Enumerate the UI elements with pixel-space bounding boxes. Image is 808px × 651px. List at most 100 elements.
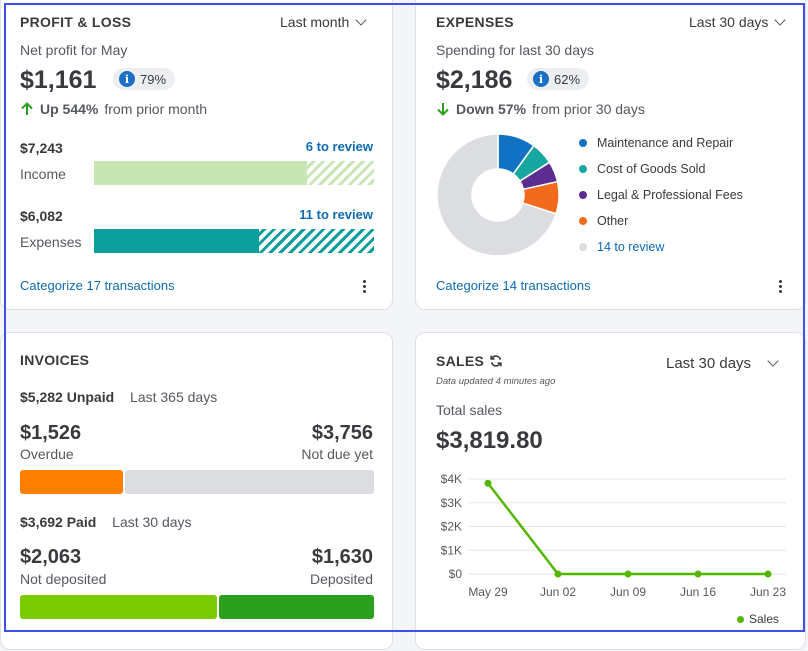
info-icon: i <box>533 71 549 87</box>
info-icon: i <box>119 71 135 87</box>
y-tick-label: $4K <box>441 472 462 486</box>
exp-amount: $2,186 <box>436 66 513 94</box>
pl-expenses-review-link[interactable]: 11 to review <box>299 207 373 222</box>
exp-trend: Down 57% from prior 30 days <box>436 101 645 117</box>
exp-badge-value: 62% <box>554 71 581 87</box>
chevron-down-icon <box>767 355 779 367</box>
exp-period-dropdown[interactable]: Last 30 days <box>689 14 787 30</box>
y-tick-label: $2K <box>441 520 462 534</box>
inv-notdue-amount: $3,756 <box>311 422 373 444</box>
inv-paid-period: Last 30 days <box>112 514 192 530</box>
inv-unpaid-period: Last 365 days <box>130 389 218 405</box>
legend-item[interactable]: Maintenance and Repair <box>579 130 743 156</box>
legend-dot <box>737 615 744 623</box>
legend-review-link[interactable]: 14 to review <box>597 240 665 254</box>
legend-item[interactable]: Other <box>579 208 743 234</box>
pl-badge[interactable]: i 79% <box>113 68 176 90</box>
inv-notdue-bar[interactable] <box>125 470 374 494</box>
sales-legend: Sales <box>737 612 779 626</box>
pl-categorize-link[interactable]: Categorize 17 transactions <box>20 278 175 293</box>
sales-data-point <box>624 570 632 578</box>
inv-paid-row: $3,692 Paid Last 30 days <box>20 514 192 530</box>
pl-income-label: Income <box>20 166 66 182</box>
refresh-icon[interactable] <box>489 354 503 368</box>
inv-paid-amount: $3,692 Paid <box>20 514 97 530</box>
arrow-up-icon <box>21 102 33 115</box>
legend-dot <box>579 165 587 173</box>
exp-legend: Maintenance and Repair Cost of Goods Sol… <box>579 130 743 260</box>
pl-period-dropdown[interactable]: Last month <box>280 14 367 30</box>
legend-dot <box>579 191 587 199</box>
inv-overdue-bar[interactable] <box>20 470 123 494</box>
sales-header: SALES <box>436 353 503 369</box>
chevron-down-icon <box>355 14 367 26</box>
inv-deposited-bar[interactable] <box>219 595 374 619</box>
y-tick-label: $0 <box>449 567 463 581</box>
sales-data-point <box>764 570 772 578</box>
inv-notdue-label: Not due yet <box>301 446 373 462</box>
sales-total-label: Total sales <box>436 402 503 418</box>
x-tick-label: Jun 23 <box>750 585 786 599</box>
legend-label: Maintenance and Repair <box>597 136 734 150</box>
inv-notdeposited-bar[interactable] <box>20 595 217 619</box>
legend-item[interactable]: Cost of Goods Sold <box>579 156 743 182</box>
pl-trend: Up 544% from prior month <box>20 101 207 117</box>
pl-amount: $1,161 <box>20 66 97 94</box>
exp-subtitle: Spending for last 30 days <box>436 42 594 58</box>
expenses-card: EXPENSES Last 30 days Spending for last … <box>415 0 806 310</box>
pl-expenses-label: Expenses <box>20 234 82 250</box>
exp-trend-rest: from prior 30 days <box>532 101 645 117</box>
sales-line-chart[interactable]: $0 $1K $2K $3K $4K May 29 Jun 02 Jun 09 Jun 16 Ju… <box>416 463 807 628</box>
chevron-down-icon <box>774 14 787 26</box>
pl-badge-value: 79% <box>140 71 167 87</box>
pl-expenses-amount: $6,082 <box>20 208 63 224</box>
exp-more-menu-icon[interactable] <box>779 280 783 293</box>
legend-dot <box>579 139 587 147</box>
invoices-card: INVOICES $5,282 Unpaid Last 365 days $1,… <box>0 332 393 650</box>
inv-notdeposited-amount: $2,063 <box>20 546 82 568</box>
pl-expenses-bar-fill <box>94 229 260 253</box>
legend-dot <box>579 243 587 251</box>
inv-deposited-amount: $1,630 <box>311 546 373 568</box>
exp-donut-chart[interactable] <box>436 133 560 257</box>
sales-period-label: Last 30 days <box>666 355 752 372</box>
x-tick-label: Jun 09 <box>610 585 646 599</box>
pl-income-bar[interactable] <box>94 161 374 185</box>
profit-loss-card: PROFIT & LOSS Last month Net profit for … <box>0 0 393 310</box>
x-tick-label: Jun 02 <box>540 585 576 599</box>
exp-categorize-link[interactable]: Categorize 14 transactions <box>436 278 591 293</box>
legend-item[interactable]: Legal & Professional Fees <box>579 182 743 208</box>
pl-income-amount: $7,243 <box>20 140 63 156</box>
y-tick-label: $3K <box>441 496 462 510</box>
exp-trend-pct: Down 57% <box>456 101 527 117</box>
exp-title: EXPENSES <box>436 14 514 30</box>
inv-overdue-amount: $1,526 <box>20 422 82 444</box>
exp-period-label: Last 30 days <box>689 14 769 30</box>
legend-item[interactable]: 14 to review <box>579 234 743 260</box>
inv-notdeposited-label: Not deposited <box>20 571 107 587</box>
sales-legend-label: Sales <box>749 612 780 626</box>
inv-unpaid-row: $5,282 Unpaid Last 365 days <box>20 389 217 405</box>
legend-label: Other <box>597 214 629 228</box>
sales-card: SALES Data updated 4 minutes ago Last 30… <box>415 332 806 650</box>
legend-label: Legal & Professional Fees <box>597 188 743 202</box>
exp-badge[interactable]: i 62% <box>527 68 590 90</box>
pl-trend-rest: from prior month <box>104 101 208 117</box>
pl-title: PROFIT & LOSS <box>20 14 132 30</box>
sales-data-point <box>694 570 702 578</box>
pl-income-review-link[interactable]: 6 to review <box>305 139 373 154</box>
sales-data-point <box>484 479 492 487</box>
legend-dot <box>579 217 587 225</box>
sales-updated: Data updated 4 minutes ago <box>436 376 556 387</box>
pl-period-label: Last month <box>280 14 350 30</box>
x-tick-label: Jun 16 <box>680 585 716 599</box>
donut-slice <box>436 133 557 257</box>
inv-overdue-label: Overdue <box>20 446 74 462</box>
sales-period-dropdown[interactable]: Last 30 days <box>666 355 779 372</box>
sales-total-amount: $3,819.80 <box>436 427 543 454</box>
sales-title: SALES <box>436 353 485 369</box>
pl-expenses-bar[interactable] <box>94 229 374 253</box>
pl-more-menu-icon[interactable] <box>363 280 367 293</box>
x-tick-label: May 29 <box>468 585 508 599</box>
y-tick-label: $1K <box>441 543 462 557</box>
